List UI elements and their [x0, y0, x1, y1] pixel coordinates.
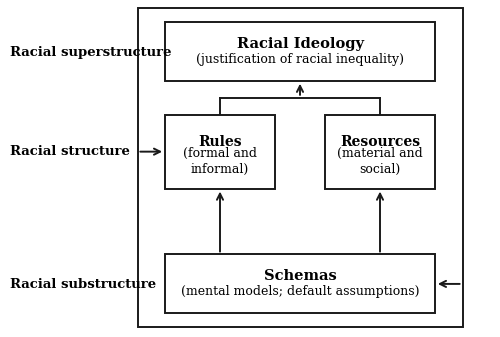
Text: Racial structure: Racial structure — [10, 145, 130, 158]
Text: Resources: Resources — [340, 135, 420, 149]
Text: Rules: Rules — [198, 135, 242, 149]
Text: Schemas: Schemas — [264, 269, 336, 283]
Text: (material and
social): (material and social) — [337, 147, 423, 176]
Text: (mental models; default assumptions): (mental models; default assumptions) — [181, 285, 420, 298]
Bar — [325, 115, 435, 189]
Text: (justification of racial inequality): (justification of racial inequality) — [196, 53, 404, 66]
Text: Racial Ideology: Racial Ideology — [236, 37, 364, 51]
Bar — [165, 254, 435, 313]
Bar — [165, 115, 275, 189]
Bar — [138, 8, 462, 327]
Text: Racial superstructure: Racial superstructure — [10, 46, 172, 59]
Bar — [165, 22, 435, 81]
Text: Racial substructure: Racial substructure — [10, 278, 156, 291]
Text: (formal and
informal): (formal and informal) — [183, 147, 257, 176]
